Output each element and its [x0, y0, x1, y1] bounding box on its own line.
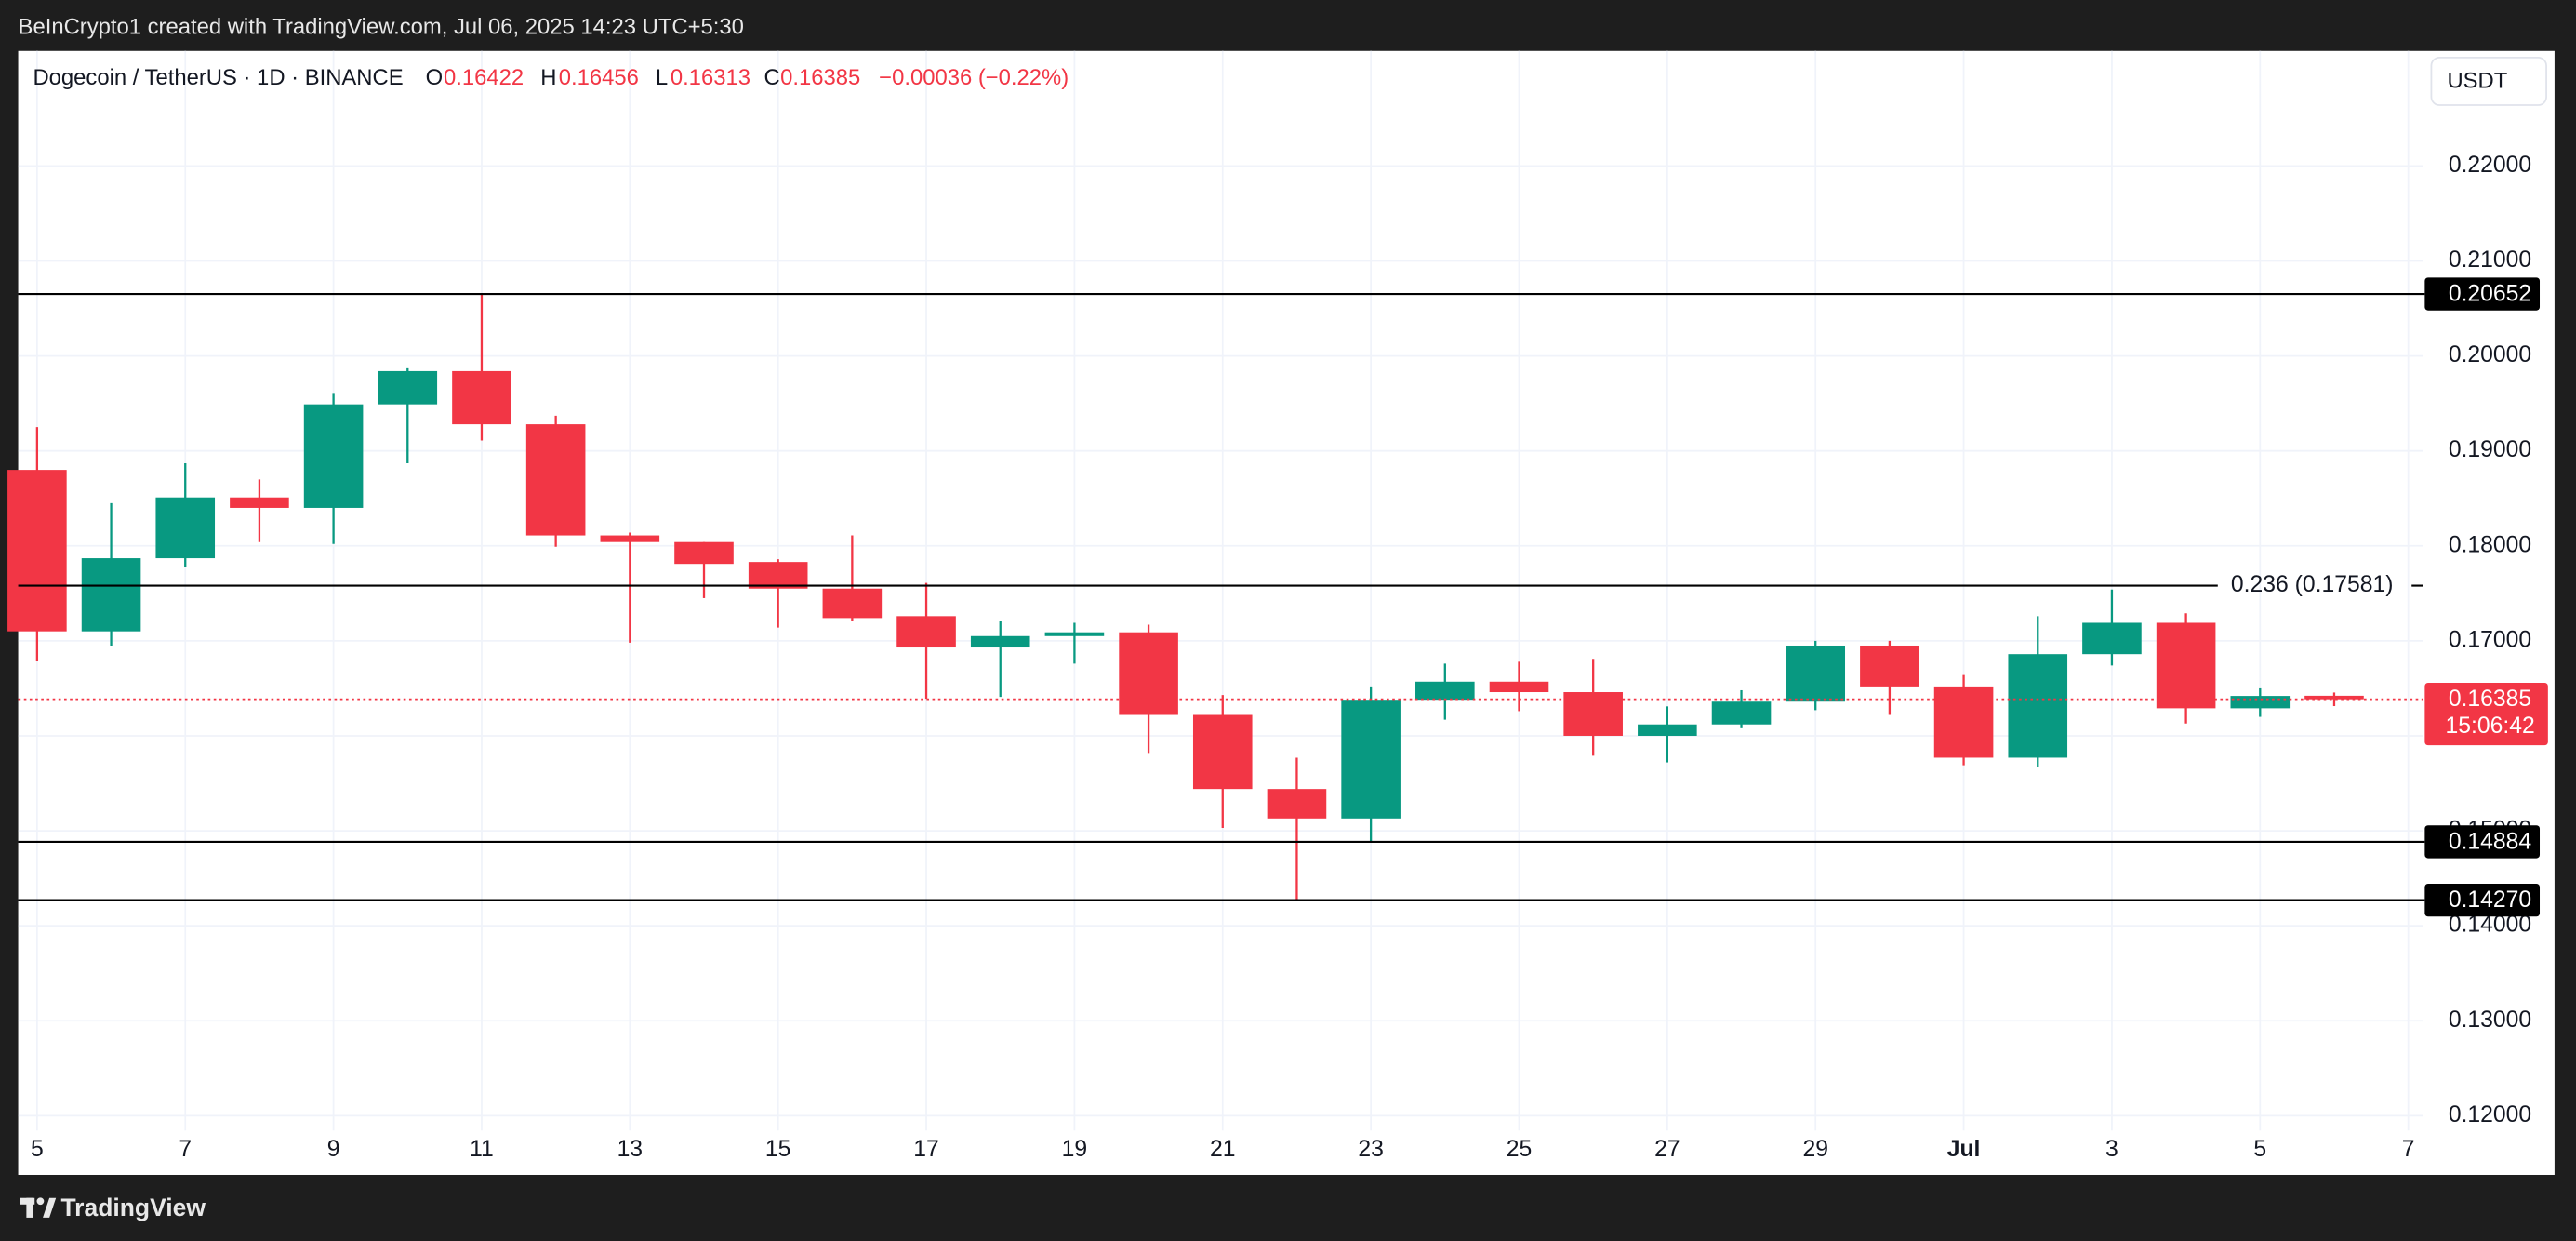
- level-badge: [2424, 825, 2541, 859]
- y-tick-label: 0.12000: [2449, 1102, 2531, 1128]
- symbol-title: Dogecoin / TetherUS · 1D · BINANCE: [33, 65, 403, 90]
- candle-body: [748, 562, 808, 589]
- candle-body: [1415, 681, 1475, 701]
- currency-label[interactable]: USDT: [2447, 69, 2507, 94]
- x-tick-label: 3: [2105, 1137, 2118, 1162]
- y-tick-label: 0.22000: [2449, 153, 2531, 178]
- candle-body: [2304, 695, 2364, 700]
- candle-body: [2082, 622, 2142, 655]
- x-tick-label: 15: [765, 1137, 791, 1162]
- candle-body: [1192, 714, 1253, 790]
- level-badge-label: 0.14270: [2449, 887, 2531, 913]
- candle-body: [1933, 686, 1994, 758]
- candle-body: [1638, 724, 1697, 736]
- fib-level-label: 0.236 (0.17581): [2231, 572, 2394, 597]
- x-tick-label: 27: [1654, 1137, 1680, 1162]
- x-tick-label: 11: [470, 1137, 494, 1162]
- candle-body: [230, 497, 289, 508]
- last-price-badge: [2424, 683, 2548, 746]
- candle-body: [1786, 645, 1846, 702]
- candle-body: [1711, 701, 1772, 725]
- legend-change: −0.00036 (−0.22%): [879, 65, 1069, 90]
- candle-body: [2008, 654, 2068, 758]
- legend-c: C: [764, 65, 780, 90]
- legend-l: L: [656, 65, 668, 90]
- x-tick-label: 19: [1062, 1137, 1088, 1162]
- candle-body: [822, 588, 883, 619]
- candle-body: [2156, 622, 2216, 709]
- candle-body: [378, 370, 438, 405]
- legend-h: H: [540, 65, 556, 90]
- candle-body: [155, 497, 216, 559]
- level-badge: [2424, 883, 2541, 917]
- candle-body: [452, 370, 511, 425]
- x-tick-label: 5: [2253, 1137, 2266, 1162]
- candle-body: [674, 541, 734, 565]
- y-tick-label: 0.18000: [2449, 532, 2531, 557]
- tradingview-logo: [20, 1197, 57, 1218]
- candle-body: [1489, 681, 1549, 693]
- candle-body: [600, 535, 660, 542]
- y-tick-label: 0.19000: [2449, 437, 2531, 462]
- candle-body: [2230, 696, 2291, 709]
- y-tick-label: 0.13000: [2449, 1007, 2531, 1033]
- candle-body: [303, 404, 364, 508]
- x-tick-label: 7: [179, 1137, 192, 1162]
- candle-body: [1860, 645, 1919, 687]
- level-badge-label: 0.20652: [2449, 281, 2531, 306]
- legend-high: 0.16456: [559, 65, 639, 90]
- candle-body: [1119, 632, 1178, 715]
- top-bar-text: BeInCrypto1 created with TradingView.com…: [19, 14, 744, 39]
- x-tick-label: 21: [1210, 1137, 1236, 1162]
- plot: 5 7 9 11 13 15 17 19 21 23 25 27 29 Jul 3 5 7 0.12000 0.13…: [7, 50, 2548, 1162]
- legend-open: 0.16422: [444, 65, 524, 90]
- candle-body: [81, 558, 141, 632]
- legend-close: 0.16385: [780, 65, 860, 90]
- footer-brand: TradingView: [60, 1194, 206, 1221]
- legend-low: 0.16313: [671, 65, 750, 90]
- x-tick-label: 23: [1358, 1137, 1384, 1162]
- x-tick-label: 7: [2402, 1137, 2415, 1162]
- y-tick-label: 0.17000: [2449, 627, 2531, 652]
- candle-body: [7, 470, 67, 632]
- last-price-label: 0.16385: [2449, 687, 2531, 712]
- x-tick-label: 29: [1802, 1137, 1828, 1162]
- candle-body: [525, 424, 586, 536]
- y-tick-label: 0.21000: [2449, 247, 2531, 273]
- chart-pane: [18, 50, 2555, 1175]
- countdown-label: 15:06:42: [2445, 714, 2534, 739]
- candle-body: [896, 616, 956, 648]
- x-tick-label: 17: [913, 1137, 939, 1162]
- candle-body: [1267, 789, 1327, 819]
- y-tick-label: 0.20000: [2449, 342, 2531, 367]
- legend-o: O: [426, 65, 444, 90]
- candle-body: [1341, 700, 1401, 819]
- currency-button[interactable]: [2430, 56, 2547, 106]
- x-tick-label: 13: [617, 1137, 644, 1162]
- x-tick-label: 9: [327, 1137, 340, 1162]
- candle-body: [970, 635, 1030, 648]
- level-badge: [2424, 277, 2541, 311]
- x-tick-label: 5: [31, 1137, 44, 1162]
- level-badge-label: 0.14884: [2449, 829, 2532, 854]
- candle-body: [1044, 632, 1105, 636]
- x-tick-label: 25: [1507, 1137, 1533, 1162]
- x-tick-label: Jul: [1947, 1137, 1981, 1162]
